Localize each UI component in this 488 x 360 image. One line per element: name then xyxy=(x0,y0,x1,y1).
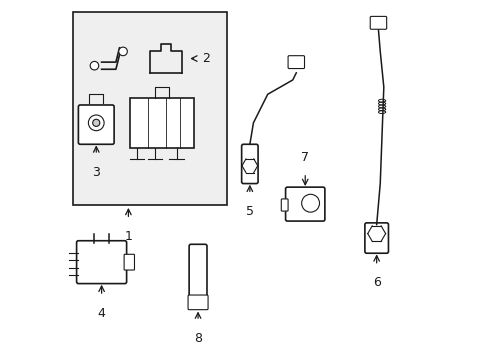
FancyBboxPatch shape xyxy=(285,187,324,221)
Text: 3: 3 xyxy=(92,166,100,179)
Bar xyxy=(73,12,226,205)
Text: 4: 4 xyxy=(98,307,105,320)
FancyBboxPatch shape xyxy=(124,254,134,270)
Text: 8: 8 xyxy=(194,332,202,345)
Circle shape xyxy=(90,62,99,70)
Text: 6: 6 xyxy=(372,276,380,289)
FancyBboxPatch shape xyxy=(287,56,304,68)
FancyBboxPatch shape xyxy=(281,199,287,211)
FancyBboxPatch shape xyxy=(188,295,207,310)
Circle shape xyxy=(88,115,104,131)
Text: 5: 5 xyxy=(245,205,253,218)
FancyBboxPatch shape xyxy=(189,244,206,298)
Bar xyxy=(130,98,194,148)
Circle shape xyxy=(93,119,100,126)
FancyBboxPatch shape xyxy=(369,17,386,29)
Text: 1: 1 xyxy=(124,230,132,243)
Text: 2: 2 xyxy=(201,52,209,65)
FancyBboxPatch shape xyxy=(77,241,126,284)
FancyBboxPatch shape xyxy=(364,223,387,253)
Circle shape xyxy=(301,194,319,212)
FancyBboxPatch shape xyxy=(78,105,114,144)
FancyBboxPatch shape xyxy=(241,144,258,184)
Text: 7: 7 xyxy=(301,151,308,164)
Circle shape xyxy=(119,47,127,56)
